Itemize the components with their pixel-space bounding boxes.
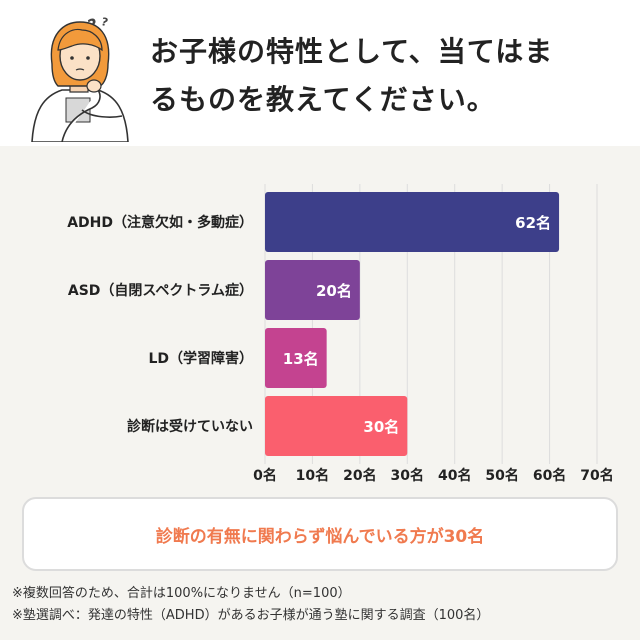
x-tick-label: 70名 bbox=[580, 467, 613, 484]
question-line-2: るものを教えてください。 bbox=[150, 83, 496, 116]
bar-chart-area: 0名 10名 20名 30名 40名 50名 60名 70名 ADHD（注意欠如・多動症） 62名… bbox=[0, 146, 640, 492]
thinking-person-illustration: ? ? bbox=[31, 14, 129, 142]
footnotes: ※複数回答のため、合計は100%になりません（n=100） ※塾選調べ：発達の特… bbox=[12, 583, 489, 627]
category-label: 診断は受けていない bbox=[127, 418, 253, 435]
x-tick-label: 60名 bbox=[533, 467, 566, 484]
footnote-2: ※塾選調べ：発達の特性（ADHD）があるお子様が通う塾に関する調査（100名） bbox=[12, 608, 490, 623]
x-tick-label: 20名 bbox=[343, 467, 376, 484]
x-tick-label: 0名 bbox=[253, 467, 277, 484]
survey-question: お子様の特性として、当てはま るものを教えてください。 bbox=[150, 28, 630, 124]
x-tick-label: 50名 bbox=[485, 467, 518, 484]
bar bbox=[265, 328, 327, 388]
value-label: 30名 bbox=[363, 418, 399, 436]
x-tick-label: 40名 bbox=[438, 467, 471, 484]
bar bbox=[265, 192, 560, 252]
bar bbox=[265, 260, 360, 320]
x-tick-label: 30名 bbox=[391, 467, 424, 484]
question-line-1: お子様の特性として、当てはま bbox=[150, 35, 554, 68]
category-label: ADHD（注意欠如・多動症） bbox=[67, 214, 253, 231]
footnote-1: ※複数回答のため、合計は100%になりません（n=100） bbox=[12, 586, 351, 601]
value-label: 20名 bbox=[316, 282, 352, 300]
header: ? ? お子様の特性として、当てはま るものを教えてください。 bbox=[0, 0, 640, 146]
callout-text: 診断の有無に関わらず悩んでいる方が30名 bbox=[155, 526, 485, 547]
category-label: ASD（自閉スペクトラム症） bbox=[68, 282, 253, 299]
x-tick-label: 10名 bbox=[296, 467, 329, 484]
bar bbox=[265, 396, 408, 456]
summary-callout: 診断の有無に関わらず悩んでいる方が30名 bbox=[22, 497, 618, 571]
bar-chart: 0名 10名 20名 30名 40名 50名 60名 70名 ADHD（注意欠如・多動症） 62名… bbox=[67, 184, 614, 484]
svg-text:?: ? bbox=[100, 15, 110, 29]
value-label: 62名 bbox=[515, 214, 551, 232]
category-label: LD（学習障害） bbox=[148, 350, 253, 367]
value-label: 13名 bbox=[283, 350, 319, 368]
